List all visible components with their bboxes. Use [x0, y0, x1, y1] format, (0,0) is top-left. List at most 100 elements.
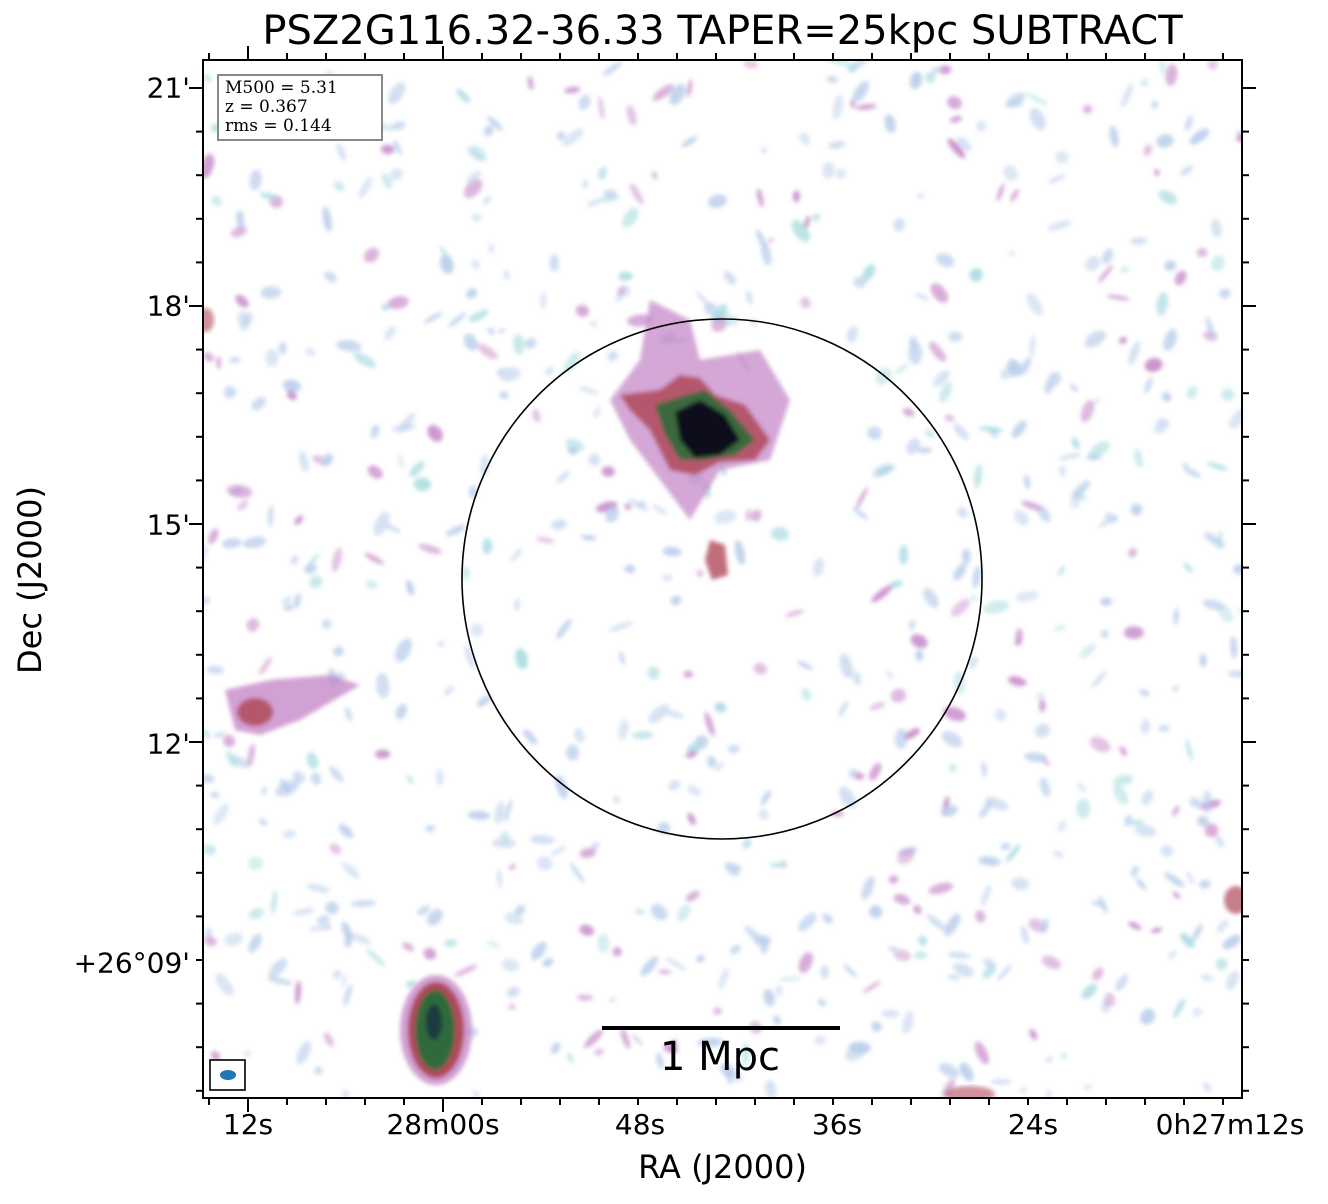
noise-blob	[447, 312, 467, 328]
noise-blob	[778, 976, 802, 981]
noise-blob	[1163, 328, 1177, 352]
noise-blob	[1184, 114, 1194, 132]
noise-blob	[687, 79, 693, 98]
noise-blob	[852, 80, 869, 103]
noise-blob	[574, 727, 585, 743]
noise-blob	[477, 343, 498, 360]
noise-blob	[994, 708, 1007, 722]
noise-blob	[968, 656, 978, 670]
noise-blob	[1164, 872, 1185, 888]
noise-blob	[508, 863, 516, 871]
noise-blob	[1076, 798, 1091, 819]
noise-blob	[1160, 845, 1173, 857]
noise-blob	[1128, 819, 1145, 826]
noise-blob	[943, 706, 966, 722]
noise-blob	[293, 593, 301, 609]
noise-blob	[984, 796, 1009, 811]
noise-blob	[925, 72, 935, 83]
noise-blob	[579, 924, 595, 936]
noise-blob	[1020, 925, 1029, 945]
noise-blob	[405, 980, 416, 988]
noise-blob	[1158, 190, 1178, 205]
noise-blob	[745, 508, 752, 522]
noise-blob	[562, 128, 584, 147]
noise-blob	[413, 477, 432, 492]
scale-bar-label: 1 Mpc	[659, 1034, 781, 1080]
noise-blob	[650, 904, 668, 921]
noise-blob	[1025, 92, 1049, 106]
noise-blob	[852, 507, 869, 520]
edge-source-bottom	[945, 1086, 995, 1098]
bright-sources	[203, 300, 1242, 1098]
noise-blob	[1005, 844, 1021, 863]
x-tick-label: 28m00s	[386, 1108, 500, 1141]
noise-blob	[486, 940, 501, 949]
noise-blob	[1014, 510, 1030, 526]
noise-blob	[545, 366, 554, 376]
noise-blob	[1139, 689, 1150, 697]
noise-blob	[271, 889, 278, 915]
noise-blob	[530, 941, 547, 961]
noise-blob	[324, 271, 337, 283]
noise-blob	[668, 780, 681, 791]
noise-blob	[624, 503, 632, 510]
noise-blob	[1237, 607, 1242, 614]
noise-blob	[915, 650, 924, 662]
noise-blob	[1024, 752, 1048, 763]
noise-blob	[1152, 426, 1164, 434]
noise-blob	[638, 500, 647, 506]
noise-blob	[1180, 165, 1194, 176]
noise-blob	[1130, 503, 1143, 516]
noise-blob	[539, 292, 547, 309]
noise-blob	[1023, 474, 1031, 490]
noise-blob	[724, 1068, 733, 1085]
noise-blob	[566, 1052, 574, 1064]
noise-blob	[956, 136, 972, 152]
noise-blob	[1021, 500, 1043, 511]
noise-blob	[305, 347, 316, 357]
noise-blob	[1011, 420, 1027, 439]
noise-blob	[800, 296, 811, 309]
noise-blob	[292, 907, 315, 916]
noise-blob	[1141, 790, 1154, 806]
noise-blob	[536, 856, 553, 871]
noise-blob	[1097, 516, 1118, 528]
noise-blob	[959, 1062, 974, 1082]
noise-blob	[902, 408, 915, 417]
noise-blob	[325, 901, 339, 915]
noise-blob	[714, 702, 727, 713]
noise-blob	[1232, 564, 1242, 575]
noise-blob	[928, 341, 947, 362]
noise-blob	[1217, 603, 1233, 623]
noise-blob	[1202, 790, 1213, 814]
noise-blob	[812, 213, 821, 222]
noise-blob	[1045, 1089, 1052, 1098]
noise-blob	[536, 536, 555, 544]
noise-blob	[249, 169, 262, 191]
noise-blob	[704, 711, 715, 737]
noise-blob	[456, 88, 471, 103]
noise-blob	[1007, 359, 1022, 377]
noise-blob	[381, 303, 390, 312]
noise-blob	[380, 144, 395, 155]
noise-blob	[1124, 814, 1133, 827]
noise-blob	[1053, 851, 1064, 858]
noise-blob	[799, 132, 810, 145]
noise-blob	[696, 569, 704, 578]
noise-blob	[482, 537, 493, 555]
noise-blob	[261, 786, 267, 795]
noise-blob	[1003, 165, 1018, 181]
noise-blob	[1036, 693, 1046, 700]
noise-blob	[763, 988, 775, 1007]
noise-blob	[743, 60, 759, 69]
noise-blob	[872, 464, 892, 478]
noise-blob	[1109, 125, 1119, 148]
noise-blob	[970, 594, 978, 602]
noise-blob	[1197, 815, 1209, 827]
noise-blob	[405, 580, 415, 596]
noise-blob	[713, 1007, 722, 1016]
noise-blob	[893, 218, 906, 232]
noise-blob	[1055, 150, 1069, 164]
noise-blob	[333, 181, 345, 192]
noise-blob	[685, 750, 697, 759]
